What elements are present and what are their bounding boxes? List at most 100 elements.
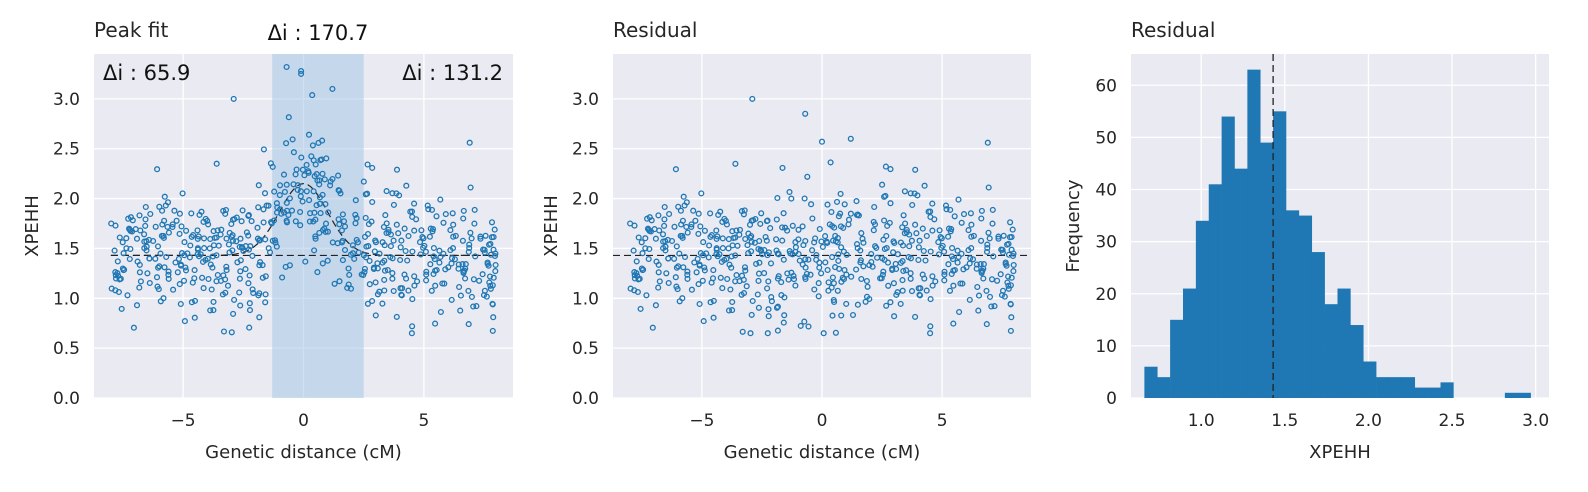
data-point xyxy=(832,329,839,336)
data-point xyxy=(352,220,359,227)
data-point xyxy=(719,285,726,292)
data-point xyxy=(361,265,368,272)
data-point xyxy=(369,164,376,171)
data-point xyxy=(725,245,732,252)
data-point xyxy=(954,247,961,254)
data-point xyxy=(349,250,356,257)
data-point xyxy=(957,280,964,287)
data-point xyxy=(795,250,802,258)
data-point xyxy=(489,327,496,334)
data-point xyxy=(1007,219,1014,226)
data-point xyxy=(364,300,371,307)
data-point xyxy=(965,247,972,254)
data-point xyxy=(372,237,379,244)
data-point xyxy=(423,271,430,278)
data-point xyxy=(460,215,467,222)
data-point xyxy=(899,258,906,265)
data-point xyxy=(246,324,253,331)
data-point xyxy=(780,319,787,326)
data-point xyxy=(310,218,317,225)
data-point xyxy=(999,249,1006,256)
data-point xyxy=(954,259,961,266)
data-point xyxy=(825,287,832,294)
data-point xyxy=(238,218,245,225)
data-point xyxy=(900,267,907,275)
data-point xyxy=(309,142,316,149)
data-point xyxy=(1010,268,1017,275)
data-point xyxy=(447,247,454,254)
data-point xyxy=(666,210,673,218)
data-point xyxy=(684,271,691,278)
data-point xyxy=(656,278,663,285)
data-point xyxy=(398,291,405,298)
data-point xyxy=(780,256,787,263)
data-point xyxy=(327,178,334,185)
data-point xyxy=(249,286,256,293)
data-point xyxy=(437,253,444,261)
data-point xyxy=(279,274,286,281)
data-point xyxy=(297,222,304,229)
data-point xyxy=(355,249,362,256)
data-point xyxy=(205,275,212,283)
data-point xyxy=(250,289,257,297)
data-point xyxy=(995,235,1002,242)
data-point xyxy=(671,255,678,262)
data-point xyxy=(156,203,163,210)
data-point xyxy=(476,277,483,284)
data-point xyxy=(890,238,897,245)
data-point xyxy=(824,201,831,208)
data-point xyxy=(339,237,346,244)
data-point xyxy=(236,243,243,250)
y-tick-label: 30 xyxy=(1095,233,1117,253)
panel-residual-scatter: −5 0 5 0.0 0.5 1.0 1.5 2.0 2.5 3.0 Residual Gene… xyxy=(541,18,1031,463)
data-point xyxy=(825,279,832,286)
data-point xyxy=(946,287,954,294)
data-point xyxy=(141,245,148,252)
data-point xyxy=(398,237,405,244)
data-point xyxy=(222,206,230,214)
data-point xyxy=(205,221,212,228)
y-tick-label: 1.0 xyxy=(572,289,599,309)
y-tick-label: 1.5 xyxy=(53,239,80,259)
data-point xyxy=(376,250,383,257)
data-point xyxy=(313,202,320,209)
data-point xyxy=(472,253,479,260)
data-point xyxy=(298,70,305,77)
y-tick-label: 0.5 xyxy=(572,339,599,359)
data-point xyxy=(414,278,421,285)
data-point xyxy=(902,220,909,227)
data-point xyxy=(833,198,841,205)
data-point xyxy=(179,190,186,197)
data-point xyxy=(229,216,237,223)
data-point xyxy=(467,229,474,236)
data-point xyxy=(459,237,466,244)
data-point xyxy=(707,210,714,217)
data-point xyxy=(199,274,206,281)
data-point xyxy=(298,67,305,75)
data-point xyxy=(774,194,781,202)
data-point xyxy=(805,323,812,330)
data-point xyxy=(853,266,860,273)
data-point xyxy=(116,234,123,241)
data-point xyxy=(405,232,412,240)
histogram-bar xyxy=(1221,116,1235,399)
data-point xyxy=(470,303,477,310)
data-point xyxy=(631,222,638,229)
data-point xyxy=(943,206,950,213)
data-point xyxy=(822,259,829,266)
data-point xyxy=(327,182,334,189)
data-point xyxy=(696,261,703,268)
data-point xyxy=(661,222,668,229)
data-point xyxy=(236,289,243,296)
data-point xyxy=(306,197,313,204)
data-point xyxy=(941,248,948,255)
data-point xyxy=(655,269,662,276)
data-point xyxy=(290,149,297,156)
data-point xyxy=(881,256,888,263)
data-point xyxy=(182,267,190,274)
data-point xyxy=(978,237,985,244)
data-point xyxy=(237,302,244,309)
data-point xyxy=(260,219,267,226)
data-point xyxy=(411,273,418,280)
data-point xyxy=(915,285,922,292)
